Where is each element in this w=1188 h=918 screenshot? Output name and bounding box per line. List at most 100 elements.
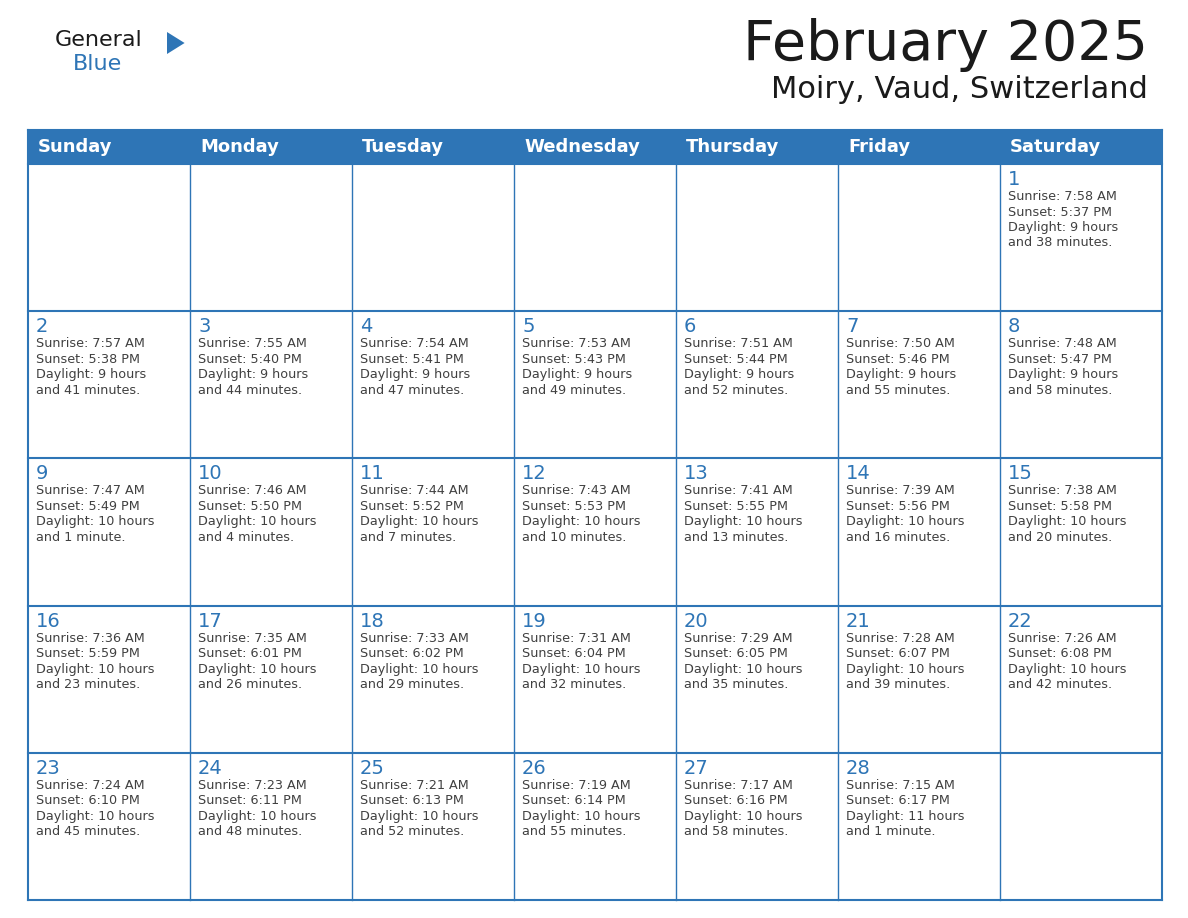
Text: Sunset: 6:07 PM: Sunset: 6:07 PM: [846, 647, 950, 660]
Text: and 1 minute.: and 1 minute.: [846, 825, 935, 838]
Text: and 7 minutes.: and 7 minutes.: [360, 531, 456, 543]
Text: Daylight: 9 hours: Daylight: 9 hours: [846, 368, 956, 381]
Text: Daylight: 10 hours: Daylight: 10 hours: [360, 810, 479, 823]
Text: Sunset: 5:47 PM: Sunset: 5:47 PM: [1007, 353, 1112, 365]
Text: 27: 27: [684, 759, 709, 778]
Text: Thursday: Thursday: [685, 138, 779, 156]
Text: and 38 minutes.: and 38 minutes.: [1007, 237, 1112, 250]
Bar: [676, 753, 838, 900]
Text: Daylight: 10 hours: Daylight: 10 hours: [198, 515, 316, 529]
Text: General: General: [55, 30, 143, 50]
Text: Daylight: 10 hours: Daylight: 10 hours: [198, 663, 316, 676]
Text: Sunset: 5:50 PM: Sunset: 5:50 PM: [198, 500, 302, 513]
Text: Sunrise: 7:24 AM: Sunrise: 7:24 AM: [36, 778, 145, 792]
Text: Sunset: 5:59 PM: Sunset: 5:59 PM: [36, 647, 140, 660]
Text: and 10 minutes.: and 10 minutes.: [522, 531, 626, 543]
Bar: [352, 606, 514, 753]
Bar: [676, 311, 838, 458]
Text: Sunset: 6:01 PM: Sunset: 6:01 PM: [198, 647, 302, 660]
Text: and 52 minutes.: and 52 minutes.: [360, 825, 465, 838]
Text: Daylight: 11 hours: Daylight: 11 hours: [846, 810, 965, 823]
Text: Sunrise: 7:46 AM: Sunrise: 7:46 AM: [198, 485, 307, 498]
Text: Sunset: 6:02 PM: Sunset: 6:02 PM: [360, 647, 463, 660]
Text: Daylight: 10 hours: Daylight: 10 hours: [36, 663, 154, 676]
Text: and 49 minutes.: and 49 minutes.: [522, 384, 626, 397]
Text: 18: 18: [360, 611, 385, 631]
Text: and 26 minutes.: and 26 minutes.: [198, 678, 302, 691]
Bar: [1000, 753, 1162, 900]
Text: Daylight: 9 hours: Daylight: 9 hours: [36, 368, 146, 381]
Text: and 29 minutes.: and 29 minutes.: [360, 678, 465, 691]
Text: Daylight: 10 hours: Daylight: 10 hours: [360, 663, 479, 676]
Text: Sunrise: 7:58 AM: Sunrise: 7:58 AM: [1007, 190, 1117, 203]
Text: Sunrise: 7:15 AM: Sunrise: 7:15 AM: [846, 778, 955, 792]
Text: 21: 21: [846, 611, 871, 631]
Text: and 55 minutes.: and 55 minutes.: [522, 825, 626, 838]
Bar: [838, 311, 1000, 458]
Text: Sunset: 6:11 PM: Sunset: 6:11 PM: [198, 794, 302, 807]
Bar: [838, 606, 1000, 753]
Text: and 16 minutes.: and 16 minutes.: [846, 531, 950, 543]
Text: Sunrise: 7:21 AM: Sunrise: 7:21 AM: [360, 778, 469, 792]
Text: and 44 minutes.: and 44 minutes.: [198, 384, 302, 397]
Text: Tuesday: Tuesday: [362, 138, 444, 156]
Text: Sunset: 6:14 PM: Sunset: 6:14 PM: [522, 794, 626, 807]
Text: February 2025: February 2025: [742, 18, 1148, 72]
Bar: [1000, 164, 1162, 311]
Bar: [190, 753, 352, 900]
Text: 11: 11: [360, 465, 385, 484]
Text: 10: 10: [198, 465, 222, 484]
Bar: [1000, 458, 1162, 606]
Text: 2: 2: [36, 318, 49, 336]
Text: Daylight: 10 hours: Daylight: 10 hours: [36, 515, 154, 529]
Text: Sunset: 5:38 PM: Sunset: 5:38 PM: [36, 353, 140, 365]
Text: Sunrise: 7:28 AM: Sunrise: 7:28 AM: [846, 632, 955, 644]
Text: Sunrise: 7:44 AM: Sunrise: 7:44 AM: [360, 485, 468, 498]
Text: Sunrise: 7:23 AM: Sunrise: 7:23 AM: [198, 778, 307, 792]
Text: Sunrise: 7:31 AM: Sunrise: 7:31 AM: [522, 632, 631, 644]
Bar: [352, 311, 514, 458]
Bar: [29, 458, 190, 606]
Text: 17: 17: [198, 611, 223, 631]
Text: 19: 19: [522, 611, 546, 631]
Text: and 41 minutes.: and 41 minutes.: [36, 384, 140, 397]
Bar: [838, 164, 1000, 311]
Text: Sunset: 6:04 PM: Sunset: 6:04 PM: [522, 647, 626, 660]
Text: Daylight: 9 hours: Daylight: 9 hours: [684, 368, 795, 381]
Text: and 58 minutes.: and 58 minutes.: [684, 825, 789, 838]
Text: Sunset: 5:46 PM: Sunset: 5:46 PM: [846, 353, 949, 365]
Text: Sunrise: 7:47 AM: Sunrise: 7:47 AM: [36, 485, 145, 498]
Text: Daylight: 10 hours: Daylight: 10 hours: [684, 663, 803, 676]
Bar: [838, 458, 1000, 606]
Text: and 48 minutes.: and 48 minutes.: [198, 825, 302, 838]
Text: 25: 25: [360, 759, 385, 778]
Text: and 55 minutes.: and 55 minutes.: [846, 384, 950, 397]
Text: Sunrise: 7:53 AM: Sunrise: 7:53 AM: [522, 337, 631, 350]
Text: and 20 minutes.: and 20 minutes.: [1007, 531, 1112, 543]
Bar: [514, 606, 676, 753]
Text: and 4 minutes.: and 4 minutes.: [198, 531, 295, 543]
Text: and 35 minutes.: and 35 minutes.: [684, 678, 789, 691]
Text: 12: 12: [522, 465, 546, 484]
Text: 20: 20: [684, 611, 708, 631]
Bar: [29, 130, 1162, 164]
Text: 24: 24: [198, 759, 223, 778]
Bar: [352, 753, 514, 900]
Bar: [514, 458, 676, 606]
Bar: [190, 164, 352, 311]
Text: Sunrise: 7:36 AM: Sunrise: 7:36 AM: [36, 632, 145, 644]
Text: 22: 22: [1007, 611, 1032, 631]
Text: 13: 13: [684, 465, 709, 484]
Text: 4: 4: [360, 318, 372, 336]
Polygon shape: [168, 32, 184, 54]
Text: and 23 minutes.: and 23 minutes.: [36, 678, 140, 691]
Text: Monday: Monday: [200, 138, 279, 156]
Text: Sunset: 5:37 PM: Sunset: 5:37 PM: [1007, 206, 1112, 218]
Text: Daylight: 9 hours: Daylight: 9 hours: [522, 368, 632, 381]
Text: and 52 minutes.: and 52 minutes.: [684, 384, 789, 397]
Text: Sunset: 5:49 PM: Sunset: 5:49 PM: [36, 500, 140, 513]
Text: and 45 minutes.: and 45 minutes.: [36, 825, 140, 838]
Bar: [676, 164, 838, 311]
Bar: [190, 606, 352, 753]
Text: Daylight: 10 hours: Daylight: 10 hours: [1007, 515, 1126, 529]
